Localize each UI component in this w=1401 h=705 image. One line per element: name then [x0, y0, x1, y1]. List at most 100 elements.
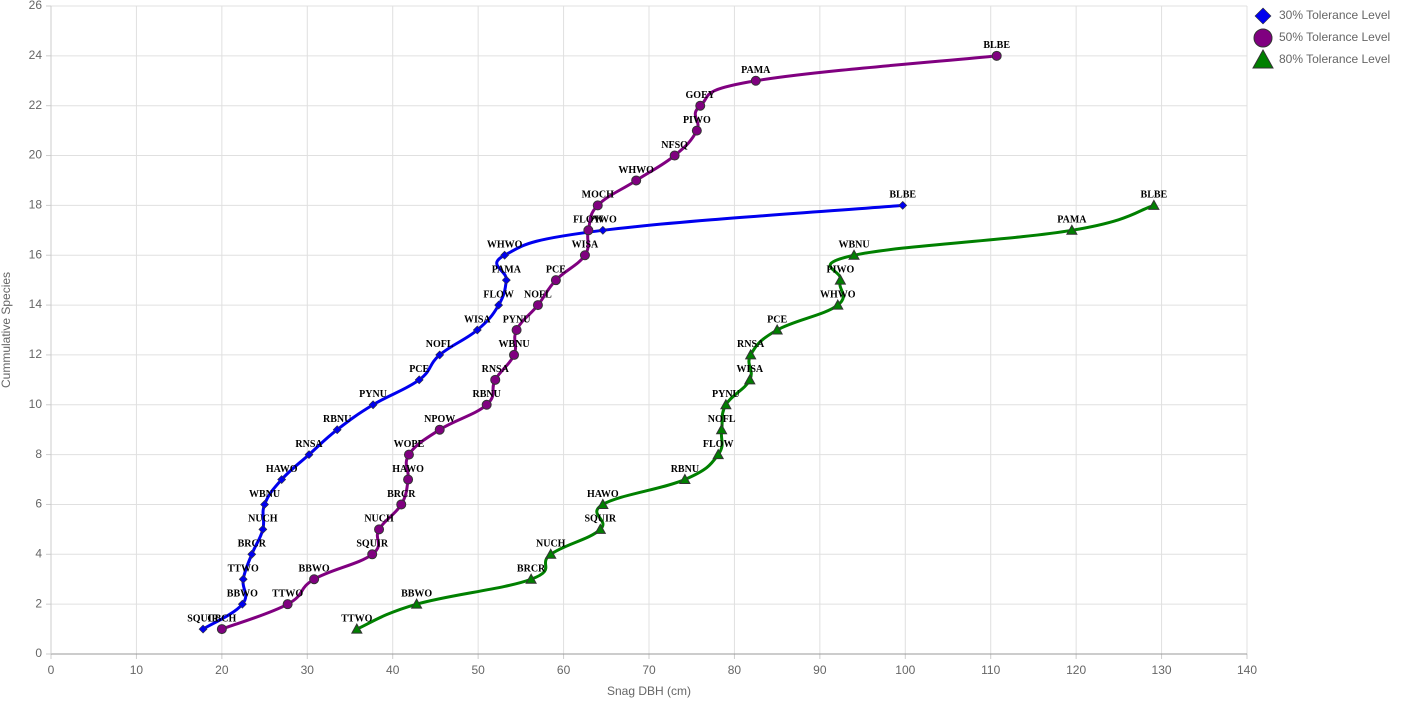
- x-tick-label: 120: [1066, 663, 1086, 677]
- point-label: PCE: [767, 314, 787, 325]
- point-label: NUCH: [248, 514, 278, 525]
- point: [598, 225, 608, 235]
- point-label: PYNU: [503, 314, 531, 325]
- point: [237, 599, 247, 609]
- point: [238, 574, 248, 584]
- x-tick-label: 130: [1152, 663, 1172, 677]
- point: [597, 498, 609, 509]
- point: [501, 275, 511, 285]
- point: [367, 549, 378, 560]
- point-label: NOFL: [426, 339, 454, 350]
- point: [743, 373, 756, 385]
- point-label: WHWO: [618, 165, 654, 176]
- point-label: BBWO: [401, 588, 432, 599]
- point: [550, 275, 561, 286]
- x-tick-label: 20: [215, 663, 229, 677]
- point: [695, 100, 706, 111]
- point: [494, 300, 504, 310]
- point-label: BBWO: [227, 588, 258, 599]
- point: [350, 623, 363, 634]
- point: [712, 448, 725, 460]
- point-label: NOFL: [524, 289, 552, 300]
- point: [771, 323, 783, 335]
- point: [511, 325, 522, 335]
- point: [848, 249, 860, 260]
- point-label: BRCR: [238, 539, 267, 550]
- point-label: NOFL: [708, 414, 736, 425]
- point: [509, 349, 520, 360]
- point: [490, 374, 501, 385]
- point-label: WBNU: [498, 339, 529, 350]
- point-label: BRCR: [517, 564, 546, 575]
- point-label: PAMA: [741, 65, 771, 76]
- x-tick-label: 30: [301, 663, 315, 677]
- point: [1148, 199, 1160, 210]
- legend-marker: [1252, 48, 1274, 69]
- point: [532, 300, 543, 311]
- y-tick-label: 16: [29, 247, 43, 261]
- point: [435, 350, 445, 360]
- point: [216, 624, 227, 635]
- point: [309, 574, 320, 585]
- point: [991, 50, 1002, 61]
- point-label: FLOW: [703, 439, 734, 450]
- x-tick-label: 0: [48, 663, 55, 677]
- point-label: SQUIR: [187, 613, 219, 624]
- x-axis-title: Snag DBH (cm): [607, 684, 691, 698]
- point-label: HAWO: [392, 464, 424, 475]
- x-tick-label: 140: [1237, 663, 1257, 677]
- x-tick-label: 10: [130, 663, 144, 677]
- legend-marker: [1254, 7, 1272, 25]
- point-label: PAMA: [492, 264, 522, 275]
- point-label: TTWO: [228, 564, 259, 575]
- y-tick-label: 14: [29, 297, 43, 311]
- point-label: PIWO: [826, 264, 854, 275]
- point-label: RBNU: [323, 414, 351, 425]
- point: [834, 274, 847, 285]
- point-label: WBNU: [249, 489, 280, 500]
- legend-label: 30% Tolerance Level: [1279, 8, 1390, 22]
- x-tick-label: 110: [981, 663, 1000, 677]
- point: [368, 400, 378, 410]
- y-tick-label: 22: [29, 98, 43, 112]
- point: [679, 473, 691, 485]
- point: [304, 450, 314, 460]
- point-label: PIWO: [589, 215, 617, 226]
- point-label: RBNU: [671, 464, 699, 475]
- point-label: RNSA: [295, 439, 323, 450]
- point: [396, 499, 407, 510]
- point-label: GOEY: [686, 90, 716, 101]
- point-label: PIWO: [683, 115, 711, 126]
- point: [410, 598, 423, 609]
- point: [715, 423, 728, 435]
- point: [472, 325, 482, 335]
- point-label: PAMA: [1057, 215, 1087, 226]
- point: [258, 524, 268, 534]
- point: [1066, 224, 1078, 235]
- point-label: WISA: [464, 314, 491, 325]
- legend-label: 50% Tolerance Level: [1279, 30, 1390, 44]
- y-tick-label: 0: [35, 646, 42, 660]
- point: [525, 573, 537, 584]
- point-label: NUCH: [536, 539, 566, 550]
- point-label: BBWO: [299, 564, 330, 575]
- point-label: SQUIR: [356, 539, 388, 550]
- x-tick-label: 40: [386, 663, 400, 677]
- series-line: [221, 54, 997, 631]
- point: [691, 125, 702, 136]
- y-tick-label: 8: [35, 447, 42, 461]
- point-label: WISA: [736, 364, 763, 375]
- point: [247, 549, 257, 559]
- point-label: WHWO: [487, 240, 523, 251]
- point: [282, 599, 293, 610]
- point: [403, 474, 414, 485]
- point: [544, 548, 557, 559]
- point-label: SQUIR: [584, 514, 616, 525]
- point: [277, 475, 287, 484]
- y-axis-title: Cummulative Species: [0, 272, 13, 388]
- y-tick-label: 2: [35, 596, 42, 610]
- x-tick-label: 80: [728, 663, 742, 677]
- point: [583, 225, 594, 236]
- x-tick-label: 90: [813, 663, 827, 677]
